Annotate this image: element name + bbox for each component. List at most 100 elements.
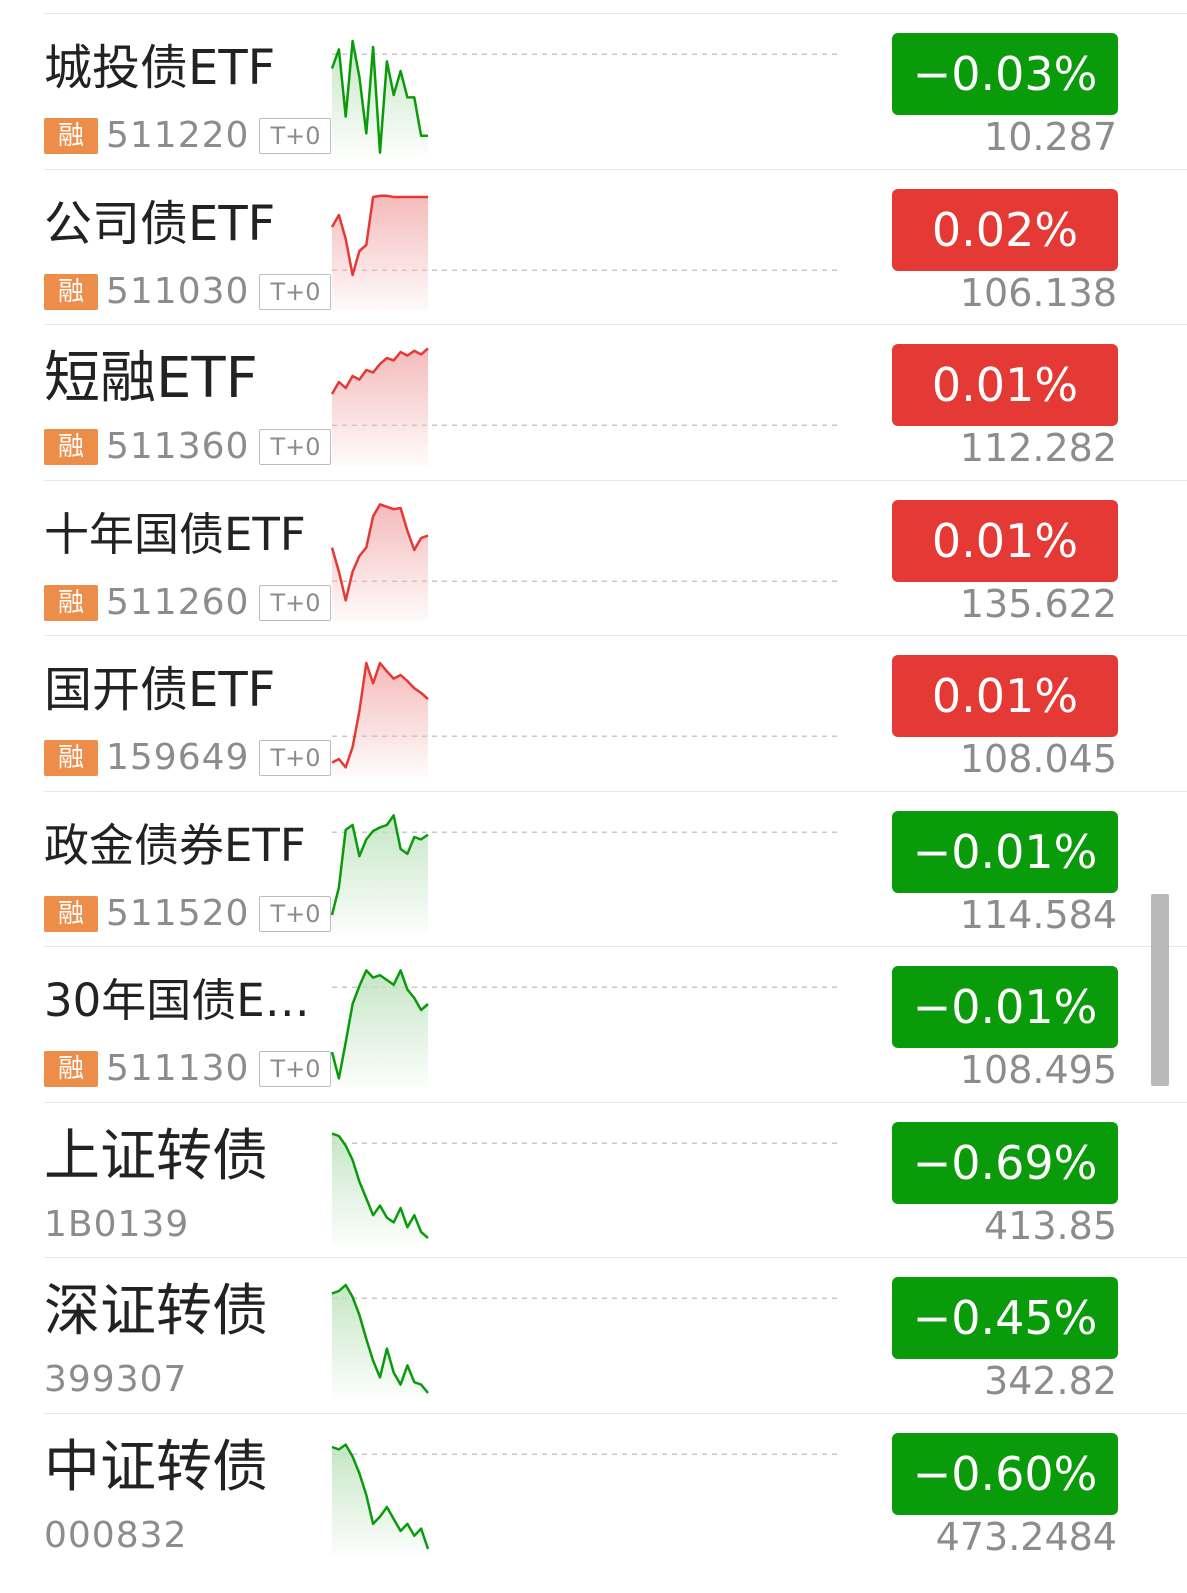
intraday-sparkline — [330, 813, 837, 933]
margin-trading-badge: 融 — [44, 1051, 98, 1087]
sparkline-line — [331, 661, 429, 769]
t0-badge: T+0 — [259, 429, 332, 465]
margin-trading-badge: 融 — [44, 118, 98, 154]
etf-name: 上证转债 — [44, 1123, 268, 1189]
etf-code: 511520 — [106, 892, 250, 934]
change-pill[interactable]: −0.60% — [892, 1432, 1118, 1515]
etf-meta: 000832 — [44, 1514, 188, 1556]
etf-code: 511220 — [106, 115, 250, 156]
change-pill[interactable]: −0.01% — [892, 966, 1118, 1048]
sparkline-line — [330, 347, 429, 395]
etf-meta: 融 511360 T+0 — [44, 426, 332, 467]
margin-trading-badge: 融 — [44, 429, 98, 465]
sparkline-area — [332, 1133, 428, 1244]
etf-meta: 399307 — [44, 1361, 187, 1399]
change-pill[interactable]: 0.01% — [892, 344, 1118, 426]
etf-code: 399307 — [44, 1359, 188, 1400]
etf-name: 短融ETF — [44, 346, 258, 411]
etf-row[interactable]: 上证转债 1B0139 −0.69% 413.85 — [0, 1101, 1187, 1260]
etf-name: 深证转债 — [44, 1279, 268, 1344]
sparkline-line — [330, 39, 428, 154]
last-price: 114.584 — [959, 892, 1117, 937]
etf-code: 000832 — [44, 1514, 188, 1556]
last-price: 135.622 — [959, 581, 1117, 626]
etf-row[interactable]: 十年国债ETF 融 511260 T+0 0.01% 135.622 — [0, 479, 1187, 638]
last-price: 473.2484 — [935, 1514, 1117, 1559]
etf-row[interactable]: 政金债券ETF 融 511520 T+0 −0.01% 114.584 — [0, 790, 1187, 949]
etf-code: 511360 — [106, 426, 250, 467]
change-pill[interactable]: 0.02% — [892, 188, 1118, 271]
margin-trading-badge: 融 — [44, 895, 98, 932]
sparkline-area — [332, 195, 428, 311]
last-price: 108.045 — [959, 737, 1117, 781]
change-pill[interactable]: −0.69% — [892, 1121, 1118, 1204]
etf-code: 159649 — [106, 737, 250, 778]
row-divider — [44, 790, 1187, 792]
etf-meta: 融 511520 T+0 — [44, 892, 332, 934]
sparkline-area — [332, 1285, 428, 1399]
change-pill[interactable]: 0.01% — [892, 499, 1118, 582]
etf-row[interactable]: 中证转债 000832 −0.60% 473.2484 — [0, 1412, 1187, 1571]
row-divider — [44, 635, 1187, 636]
intraday-sparkline — [330, 347, 837, 466]
etf-row[interactable]: 深证转债 399307 −0.45% 342.82 — [0, 1257, 1187, 1415]
t0-badge: T+0 — [259, 273, 332, 310]
last-price: 342.82 — [984, 1359, 1117, 1403]
etf-name: 政金债券ETF — [44, 818, 306, 872]
sparkline-area — [332, 503, 428, 622]
t0-badge: T+0 — [259, 895, 332, 932]
intraday-sparkline — [331, 1442, 837, 1555]
scrollbar[interactable] — [1151, 894, 1169, 1086]
etf-name: 中证转债 — [44, 1434, 268, 1500]
etf-code: 1B0139 — [44, 1203, 190, 1245]
intraday-sparkline — [330, 969, 837, 1088]
change-pill[interactable]: −0.03% — [892, 33, 1118, 115]
sparkline-line — [330, 502, 429, 602]
etf-meta: 融 159649 T+0 — [44, 737, 332, 778]
intraday-sparkline — [330, 39, 837, 155]
etf-row[interactable]: 公司债ETF 融 511030 T+0 0.02% 106.138 — [0, 168, 1187, 327]
margin-trading-badge: 融 — [44, 740, 98, 776]
change-pill[interactable]: −0.01% — [892, 810, 1118, 893]
etf-code: 511030 — [106, 270, 250, 312]
row-divider — [44, 168, 1187, 170]
etf-name: 国开债ETF — [44, 662, 276, 718]
etf-name: 30年国债ETF... — [44, 974, 334, 1027]
row-divider — [44, 1257, 1187, 1258]
intraday-sparkline — [331, 1283, 837, 1399]
row-divider — [44, 1101, 1187, 1103]
sparkline-line — [330, 194, 428, 276]
etf-name: 十年国债ETF — [44, 507, 306, 561]
etf-meta: 融 511220 T+0 — [44, 115, 332, 156]
etf-row[interactable]: 短融ETF 融 511360 T+0 0.01% 112.282 — [0, 324, 1187, 482]
row-divider — [44, 1412, 1187, 1414]
intraday-sparkline — [330, 502, 837, 622]
change-pill[interactable]: −0.45% — [892, 1277, 1118, 1359]
sparkline-line — [330, 813, 429, 915]
etf-name: 公司债ETF — [44, 195, 276, 252]
last-price: 106.138 — [959, 270, 1117, 315]
sparkline-area — [332, 970, 428, 1088]
etf-row[interactable]: 国开债ETF 融 159649 T+0 0.01% 108.045 — [0, 635, 1187, 793]
margin-trading-badge: 融 — [44, 273, 98, 310]
t0-badge: T+0 — [259, 584, 332, 621]
intraday-sparkline — [330, 194, 837, 311]
row-divider — [44, 946, 1187, 947]
sparkline-area — [332, 41, 428, 155]
last-price: 108.495 — [959, 1048, 1117, 1092]
t0-badge: T+0 — [259, 118, 332, 154]
change-pill[interactable]: 0.01% — [892, 655, 1118, 737]
sparkline-area — [332, 663, 428, 777]
last-price: 112.282 — [959, 426, 1117, 470]
etf-row[interactable]: 城投债ETF 融 511220 T+0 −0.03% 10.287 — [0, 13, 1187, 171]
etf-name: 城投债ETF — [44, 40, 276, 96]
sparkline-line — [331, 1131, 429, 1239]
row-divider — [44, 324, 1187, 325]
row-divider — [44, 13, 1187, 14]
margin-trading-badge: 融 — [44, 584, 98, 621]
etf-meta: 融 511030 T+0 — [44, 270, 332, 312]
sparkline-area — [332, 348, 428, 466]
etf-code: 511260 — [106, 581, 250, 623]
etf-row[interactable]: 30年国债ETF... 融 511130 T+0 −0.01% 108.495 — [0, 946, 1187, 1104]
